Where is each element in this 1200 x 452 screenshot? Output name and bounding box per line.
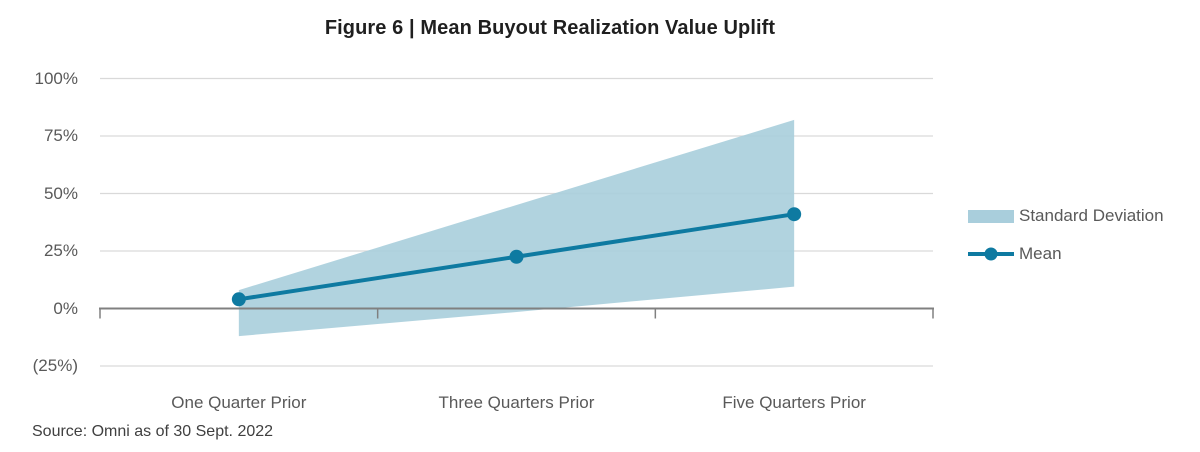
y-axis-tick-label: 25% (43, 241, 78, 260)
mean-point (509, 249, 524, 264)
chart-title: Figure 6 | Mean Buyout Realization Value… (324, 17, 776, 39)
legend-label-mean: Mean (1019, 244, 1062, 263)
mean-line-icon (968, 247, 1014, 261)
x-axis-category-label: Three Quarters Prior (438, 393, 595, 412)
y-axis-tick-label: 75% (43, 126, 78, 145)
mean-point (231, 292, 246, 307)
legend-item-standard-deviation: Standard Deviation (968, 206, 1164, 225)
x-axis-category-label: Five Quarters Prior (722, 393, 866, 412)
mean-point (787, 207, 802, 222)
x-axis-category-label: One Quarter Prior (171, 393, 307, 412)
legend-item-mean: Mean (968, 244, 1164, 263)
legend-label-standard-deviation: Standard Deviation (1019, 206, 1164, 225)
legend: Standard Deviation Mean (968, 206, 1164, 283)
y-axis-tick-label: 50% (43, 183, 78, 203)
y-axis-tick-label: (25%) (32, 356, 78, 375)
source-note: Source: Omni as of 30 Sept. 2022 (32, 423, 274, 440)
std-deviation-band (238, 119, 795, 337)
y-axis-tick-label: 100% (34, 68, 78, 88)
standard-deviation-swatch-icon (968, 209, 1014, 223)
y-axis-tick-label: 0% (53, 298, 78, 318)
